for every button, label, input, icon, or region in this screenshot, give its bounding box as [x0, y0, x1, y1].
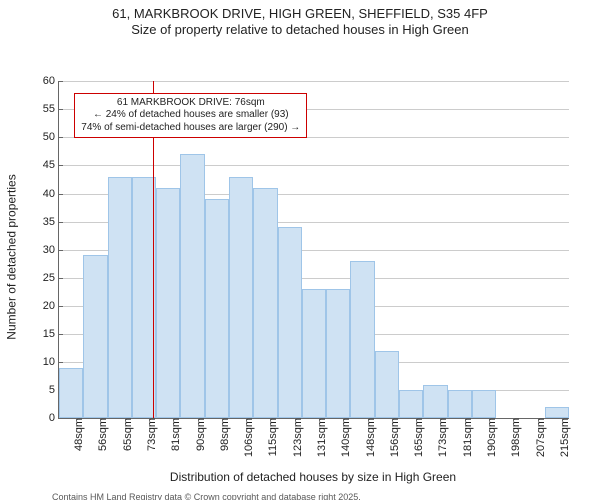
x-tick-label: 173sqm: [435, 418, 449, 457]
y-axis-label: Number of detached properties: [5, 174, 19, 339]
histogram-bar: [326, 289, 350, 418]
x-tick-label: 198sqm: [508, 418, 522, 457]
x-tick-label: 207sqm: [533, 418, 547, 457]
x-tick-label: 106sqm: [241, 418, 255, 457]
y-tick-label: 30: [43, 244, 59, 256]
annotation-line: 61 MARKBROOK DRIVE: 76sqm: [81, 97, 300, 110]
histogram-bar: [545, 407, 569, 418]
histogram-bar: [59, 368, 83, 419]
plot-area: 05101520253035404550556048sqm56sqm65sqm7…: [58, 81, 569, 419]
footer-attribution: Contains HM Land Registry data © Crown c…: [52, 492, 396, 500]
histogram-bar: [253, 188, 277, 418]
y-tick-label: 55: [43, 103, 59, 115]
gridline: [59, 81, 569, 82]
y-tick-label: 40: [43, 188, 59, 200]
histogram-bar: [302, 289, 326, 418]
x-tick-label: 81sqm: [168, 418, 182, 451]
histogram-bar: [156, 188, 180, 418]
footer-line1: Contains HM Land Registry data © Crown c…: [52, 492, 396, 500]
histogram-bar: [180, 154, 204, 418]
x-tick-label: 181sqm: [460, 418, 474, 457]
histogram-bar: [399, 390, 423, 418]
x-tick-label: 156sqm: [387, 418, 401, 457]
x-tick-label: 190sqm: [484, 418, 498, 457]
x-tick-label: 215sqm: [557, 418, 571, 457]
histogram-bar: [375, 351, 399, 418]
histogram-bar: [350, 261, 374, 418]
x-tick-label: 48sqm: [71, 418, 85, 451]
x-tick-label: 65sqm: [120, 418, 134, 451]
y-tick-label: 15: [43, 328, 59, 340]
y-tick-label: 45: [43, 159, 59, 171]
x-tick-label: 90sqm: [193, 418, 207, 451]
histogram-bar: [472, 390, 496, 418]
histogram-bar: [229, 177, 253, 419]
y-axis-label-container: Number of detached properties: [4, 37, 20, 477]
y-tick-label: 0: [49, 412, 59, 424]
x-tick-label: 165sqm: [411, 418, 425, 457]
x-tick-label: 131sqm: [314, 418, 328, 457]
x-tick-label: 148sqm: [363, 418, 377, 457]
x-tick-label: 73sqm: [144, 418, 158, 451]
y-tick-label: 35: [43, 216, 59, 228]
heading-line1: 61, MARKBROOK DRIVE, HIGH GREEN, SHEFFIE…: [0, 6, 600, 22]
y-tick-label: 20: [43, 300, 59, 312]
x-axis-label: Distribution of detached houses by size …: [58, 470, 568, 484]
histogram-bar: [423, 385, 447, 419]
x-tick-label: 115sqm: [265, 418, 279, 456]
annotation-box: 61 MARKBROOK DRIVE: 76sqm← 24% of detach…: [74, 93, 307, 139]
y-tick-label: 50: [43, 131, 59, 143]
x-tick-label: 123sqm: [290, 418, 304, 457]
heading-line2: Size of property relative to detached ho…: [0, 22, 600, 38]
x-tick-label: 98sqm: [217, 418, 231, 451]
annotation-line: 74% of semi-detached houses are larger (…: [81, 122, 300, 135]
x-tick-label: 56sqm: [95, 418, 109, 451]
histogram-bar: [448, 390, 472, 418]
histogram-bar: [108, 177, 132, 419]
chart-heading: 61, MARKBROOK DRIVE, HIGH GREEN, SHEFFIE…: [0, 0, 600, 37]
y-tick-label: 10: [43, 356, 59, 368]
histogram-bar: [83, 255, 107, 418]
x-tick-label: 140sqm: [338, 418, 352, 457]
chart-container: Number of detached properties 0510152025…: [0, 37, 600, 477]
histogram-bar: [278, 227, 302, 418]
y-tick-label: 5: [49, 384, 59, 396]
y-tick-label: 60: [43, 75, 59, 87]
gridline: [59, 165, 569, 166]
y-tick-label: 25: [43, 272, 59, 284]
annotation-line: ← 24% of detached houses are smaller (93…: [81, 109, 300, 122]
histogram-bar: [205, 199, 229, 418]
